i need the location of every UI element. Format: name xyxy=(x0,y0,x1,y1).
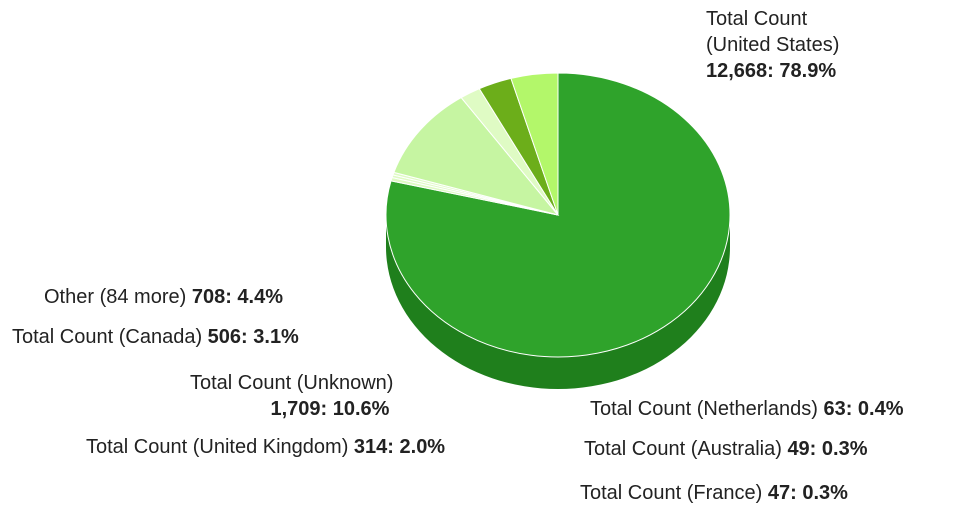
label-france: Total Count (France) 47: 0.3% xyxy=(580,480,848,506)
pie-slice-total-count-unknown xyxy=(393,96,560,216)
pie-top xyxy=(385,72,731,358)
label-australia: Total Count (Australia) 49: 0.3% xyxy=(584,436,868,462)
label-other: Other (84 more) 708: 4.4% xyxy=(44,284,283,310)
label-canada: Total Count (Canada) 506: 3.1% xyxy=(12,324,299,350)
label-other-value: 708: 4.4% xyxy=(191,286,283,308)
label-united-kingdom-value: 314: 2.0% xyxy=(353,436,446,458)
pie-slice-other-84-more xyxy=(510,72,559,216)
label-france-value: 47: 0.3% xyxy=(767,482,848,504)
label-australia-name: Total Count (Australia) xyxy=(584,438,782,460)
label-unknown-value: 1,709: 10.6% xyxy=(270,398,390,420)
label-australia-value: 49: 0.3% xyxy=(787,438,868,460)
pie-side-total-count-united-states xyxy=(386,215,730,389)
label-united-states: Total Count (United States) 12,668: 78.9… xyxy=(706,6,839,84)
label-united-kingdom-name: Total Count (United Kingdom) xyxy=(86,436,349,458)
label-unknown: Total Count (Unknown) 1,709: 10.6% xyxy=(190,370,393,422)
pie-side xyxy=(386,215,730,389)
label-united-states-line1: Total Count xyxy=(706,8,808,30)
label-united-kingdom: Total Count (United Kingdom) 314: 2.0% xyxy=(86,434,445,460)
pie-slice-total-count-united-states xyxy=(385,72,731,358)
label-netherlands: Total Count (Netherlands) 63: 0.4% xyxy=(590,396,904,422)
label-unknown-name: Total Count (Unknown) xyxy=(190,372,394,394)
label-united-states-value: 12,668: 78.9% xyxy=(706,60,837,82)
label-france-name: Total Count (France) xyxy=(580,482,763,504)
label-netherlands-name: Total Count (Netherlands) xyxy=(590,398,818,420)
label-other-name: Other (84 more) xyxy=(44,286,187,308)
label-netherlands-value: 63: 0.4% xyxy=(823,398,904,420)
label-canada-name: Total Count (Canada) xyxy=(12,326,203,348)
label-united-states-line2: (United States) xyxy=(706,34,840,56)
label-canada-value: 506: 3.1% xyxy=(207,326,299,348)
